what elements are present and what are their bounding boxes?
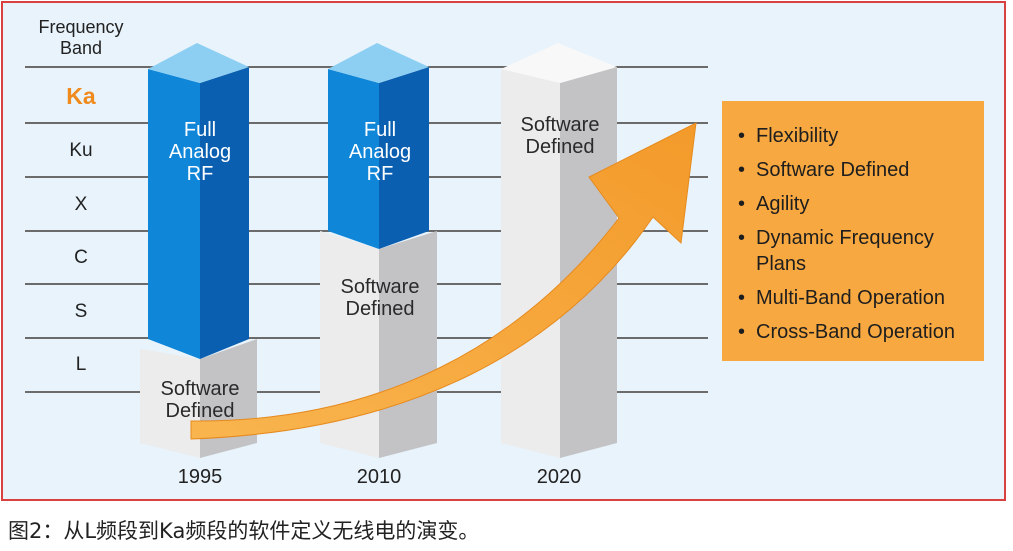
- benefit-item: Agility: [738, 191, 984, 217]
- band-label-c: C: [74, 247, 88, 268]
- column-2020-top-line-2: Defined: [525, 136, 595, 158]
- benefit-item: Cross-Band Operation: [738, 319, 984, 345]
- benefit-item: Flexibility: [738, 123, 984, 149]
- year-label-2010: 2010: [356, 466, 402, 488]
- column-2010-bottom-line-1: Software: [340, 276, 420, 298]
- column-1995-top-line-3: RF: [186, 163, 214, 185]
- column-2020-grey-top: [501, 43, 617, 83]
- benefit-item: Software Defined: [738, 157, 984, 183]
- axis-title-line-2: Band: [59, 38, 103, 58]
- column-2010-bottom-label: Software Defined: [323, 276, 437, 320]
- column-2010-top-line-2: Analog: [348, 141, 412, 163]
- column-2020-grey-front: [501, 69, 560, 458]
- year-label-1995: 1995: [177, 466, 223, 488]
- benefit-item: Dynamic Frequency Plans: [738, 225, 984, 277]
- growth-arrow: [190, 122, 697, 440]
- column-2010-top-line-1: Full: [363, 119, 397, 141]
- band-label-ka: Ka: [66, 83, 96, 109]
- column-2010-bottom-line-2: Defined: [345, 298, 415, 320]
- figure-frame: Frequency Band Ka Ku X C S L Full Analog…: [1, 1, 1006, 501]
- column-1995-top-label: Full Analog RF: [153, 119, 247, 185]
- column-1995-bottom-line-2: Defined: [165, 400, 235, 422]
- column-2010-top-label: Full Analog RF: [333, 119, 427, 185]
- column-1995-grey-front: [140, 349, 200, 458]
- column-1995-bottom-line-1: Software: [160, 378, 240, 400]
- column-1995-blue-side: [200, 67, 249, 359]
- column-1995-blue-front: [148, 69, 200, 359]
- band-label-l: L: [75, 354, 87, 375]
- column-1995-top-line-1: Full: [183, 119, 217, 141]
- column-2010-top-line-3: RF: [366, 163, 394, 185]
- column-2020-top-label: Software Defined: [503, 114, 617, 158]
- figure-caption: 图2：从L频段到Ka频段的软件定义无线电的演变。: [8, 519, 480, 543]
- band-label-x: X: [74, 194, 88, 215]
- year-label-2020: 2020: [536, 466, 582, 488]
- benefits-panel: Flexibility Software Defined Agility Dyn…: [722, 101, 984, 361]
- column-1995-top-line-2: Analog: [168, 141, 232, 163]
- axis-title-line-1: Frequency: [38, 17, 124, 37]
- column-2010-blue-front: [328, 69, 379, 249]
- column-2020-top-line-1: Software: [520, 114, 600, 136]
- column-1995-bottom-label: Software Defined: [143, 378, 257, 422]
- diagram-graphics: [25, 43, 708, 458]
- axis-title: Frequency Band: [21, 17, 141, 59]
- column-1995-blue-top: [148, 43, 249, 83]
- column-2010-grey-side: [379, 231, 437, 458]
- column-2010-blue-side: [379, 67, 429, 249]
- benefits-list: Flexibility Software Defined Agility Dyn…: [722, 101, 984, 345]
- column-2010-grey-front: [320, 231, 379, 458]
- band-label-ku: Ku: [69, 140, 93, 161]
- column-2010-blue-top: [328, 43, 429, 83]
- band-label-s: S: [74, 301, 88, 322]
- benefit-item: Multi-Band Operation: [738, 285, 984, 311]
